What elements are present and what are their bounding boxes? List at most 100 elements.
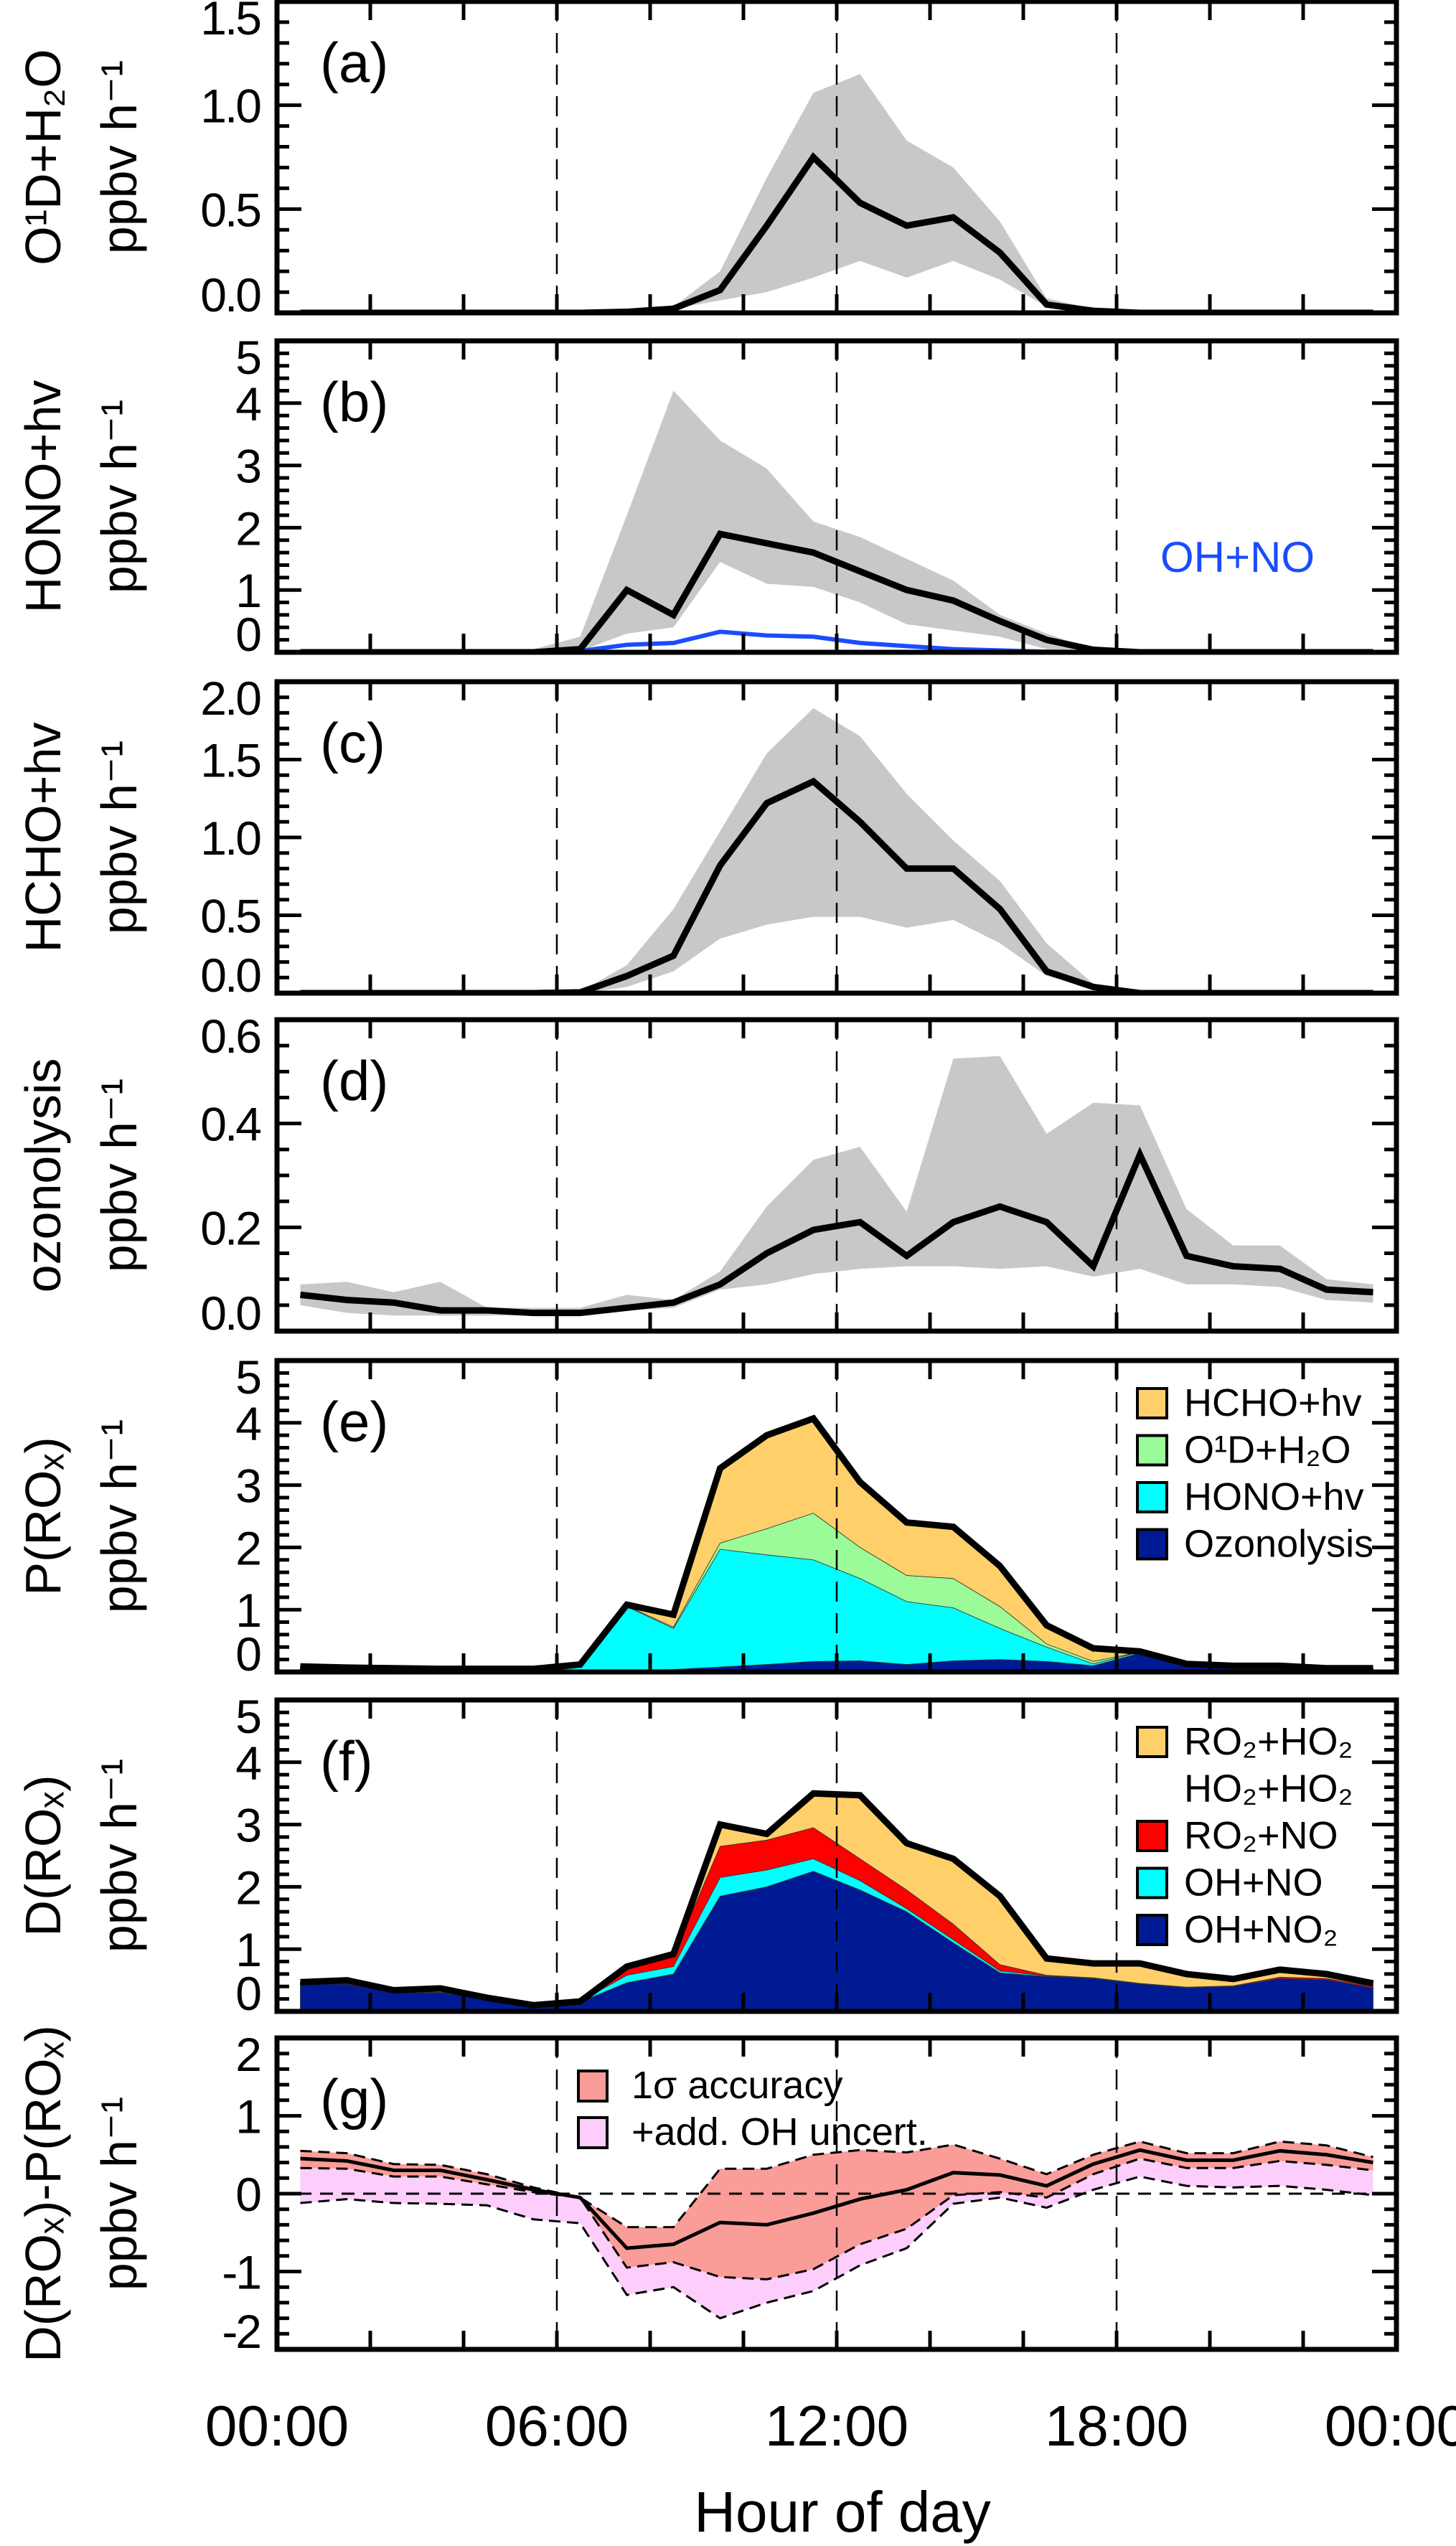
- total-line: [300, 1790, 1374, 2009]
- panel-label: (c): [320, 711, 385, 774]
- y-tick-label: 2: [235, 502, 260, 555]
- legend-swatch: [1136, 1726, 1168, 1758]
- y-axis-title: D(ROₓ): [15, 1775, 71, 1936]
- y-tick-label: 4: [235, 1737, 260, 1790]
- y-axis-unit: ppbv h⁻¹: [91, 2097, 147, 2291]
- total-line: [300, 1414, 1373, 1672]
- y-tick-label: 2: [235, 2028, 260, 2081]
- panel-label: (a): [320, 31, 388, 94]
- y-tick-label: 1: [235, 564, 260, 617]
- y-tick-label: 3: [235, 1799, 260, 1852]
- panel-b: 01 2 3 45 HONO+hv ppbv h⁻¹ (b) OH+NO: [15, 331, 1399, 661]
- legend-swatch: [1136, 1528, 1168, 1561]
- x-tick-label: 06:00: [485, 2394, 629, 2458]
- y-tick-label: -1: [222, 2246, 260, 2299]
- legend-label: RO₂+NO: [1184, 1814, 1338, 1857]
- y-tick-label: 2: [235, 1861, 260, 1914]
- legend-swatch: [1136, 1434, 1168, 1467]
- y-axis-title: O¹D+H₂O: [15, 49, 71, 265]
- y-tick-label: 3: [235, 440, 260, 493]
- legend-label: RO₂+HO₂: [1184, 1720, 1353, 1763]
- legend-swatch: [1136, 1866, 1168, 1899]
- y-tick-label: 0.5: [200, 183, 260, 236]
- y-axis-title: HCHO+hv: [15, 723, 71, 953]
- legend-swatch: [577, 2116, 609, 2149]
- y-tick-label: 5: [235, 1690, 260, 1743]
- y-tick-label: 1.0: [200, 80, 260, 133]
- y-tick-label: 1: [235, 1584, 260, 1637]
- y-tick-label: 5: [235, 1350, 260, 1404]
- legend-label: OH+NO: [1184, 1861, 1323, 1904]
- y-tick-label: 0: [235, 2168, 260, 2221]
- y-tick-label: 0.0: [200, 268, 260, 321]
- legend-label: 1σ accuracy: [631, 2064, 842, 2107]
- panel-label: (g): [320, 2067, 388, 2131]
- y-tick-label: 0.4: [200, 1098, 260, 1151]
- panel-f: 01 2 3 45 D(ROₓ) ppbv h⁻¹ (f) RO₂+HO₂HO₂+HO₂RO₂…: [15, 1690, 1399, 2020]
- y-axis-unit: ppbv h⁻¹: [91, 1079, 147, 1272]
- legend-label: HCHO+hv: [1184, 1381, 1362, 1424]
- panel-c: 0.0 0.5 1.0 1.5 2.0 HCHO+hv ppbv h⁻¹ (c): [15, 672, 1399, 1002]
- y-axis-title: D(ROₓ)-P(ROₓ): [15, 2025, 71, 2362]
- y-tick-label: 0: [235, 608, 260, 661]
- mean-line: [300, 152, 1373, 313]
- y-tick-label: 1.5: [200, 734, 260, 787]
- legend-label: HONO+hv: [1184, 1475, 1364, 1518]
- legend-swatch: [1136, 1481, 1168, 1513]
- panel-label: (f): [320, 1729, 373, 1793]
- legend-swatch: [1136, 1914, 1168, 1946]
- y-axis-unit: ppbv h⁻¹: [91, 60, 147, 254]
- legend-label: HO₂+HO₂: [1184, 1767, 1353, 1810]
- panel-label: (b): [320, 370, 388, 433]
- y-axis-title: HONO+hv: [15, 380, 71, 614]
- x-tick-label: 00:00: [205, 2394, 349, 2458]
- legend: 1σ accuracy+add. OH uncert.: [577, 2064, 928, 2153]
- legend-swatch: [1136, 1387, 1168, 1419]
- x-axis-title: Hour of day: [694, 2480, 991, 2544]
- y-axis-unit: ppbv h⁻¹: [91, 741, 147, 934]
- y-tick-label: 4: [235, 1397, 260, 1450]
- y-tick-label: 0: [235, 1627, 260, 1681]
- y-tick-label: 0.0: [200, 1287, 260, 1340]
- panel-e: 01 2 3 45 P(ROₓ) ppbv h⁻¹ (e) HCHO+hv O¹D+H₂OHON…: [15, 1350, 1399, 1681]
- legend-label: OH+NO₂: [1184, 1908, 1338, 1951]
- y-tick-label: 0.5: [200, 890, 260, 943]
- y-tick-label: 1.5: [200, 0, 260, 44]
- y-tick-label: 5: [235, 331, 260, 384]
- legend-swatch: [1136, 1820, 1168, 1852]
- y-tick-label: 0: [235, 1967, 260, 2020]
- y-axis-unit: ppbv h⁻¹: [91, 1419, 147, 1613]
- y-axis-title: P(ROₓ): [15, 1437, 71, 1595]
- oh-no-series-label: OH+NO: [1160, 533, 1315, 581]
- mean-line: [300, 777, 1373, 993]
- legend-label: Ozonolysis: [1184, 1523, 1373, 1566]
- panel-g: -2 -1 0 1 2 D(ROₓ)-P(ROₓ) ppbv h⁻¹ (g) 1σ accura…: [15, 2025, 1399, 2362]
- legend-label: +add. OH uncert.: [631, 2110, 928, 2153]
- y-tick-label: 1: [235, 2090, 260, 2143]
- band-add-oh-uncert: [300, 2159, 1373, 2319]
- y-tick-label: 3: [235, 1460, 260, 1513]
- y-tick-label: 4: [235, 377, 260, 431]
- y-tick-label: 2: [235, 1521, 260, 1574]
- y-axis-unit: ppbv h⁻¹: [91, 1759, 147, 1953]
- panel-d: 0.0 0.2 0.4 0.6 ozonolysis ppbv h⁻¹ (d): [15, 1010, 1399, 1340]
- x-tick-label: 12:00: [765, 2394, 908, 2458]
- y-tick-label: 1: [235, 1923, 260, 1976]
- y-tick-label: 2.0: [200, 672, 260, 725]
- y-tick-label: 0.6: [200, 1010, 260, 1063]
- legend-swatch: [577, 2070, 609, 2103]
- panel-label: (d): [320, 1049, 388, 1112]
- y-tick-label: 0.0: [200, 949, 260, 1002]
- y-tick-label: -2: [222, 2305, 260, 2358]
- x-tick-label: 00:00: [1325, 2394, 1456, 2458]
- legend-label: O¹D+H₂O: [1184, 1429, 1351, 1472]
- y-axis-title: ozonolysis: [15, 1058, 71, 1293]
- y-axis-unit: ppbv h⁻¹: [91, 400, 147, 593]
- y-tick-label: 0.2: [200, 1201, 260, 1254]
- panel-a: 0.0 0.5 1.0 1.5 O¹D+H₂O ppbv h⁻¹ (a): [15, 0, 1399, 321]
- x-axis: 00:00 06:00 12:00 18:00 00:00 Hour of day: [205, 2394, 1456, 2544]
- band-edge-line-1: [300, 2157, 1373, 2280]
